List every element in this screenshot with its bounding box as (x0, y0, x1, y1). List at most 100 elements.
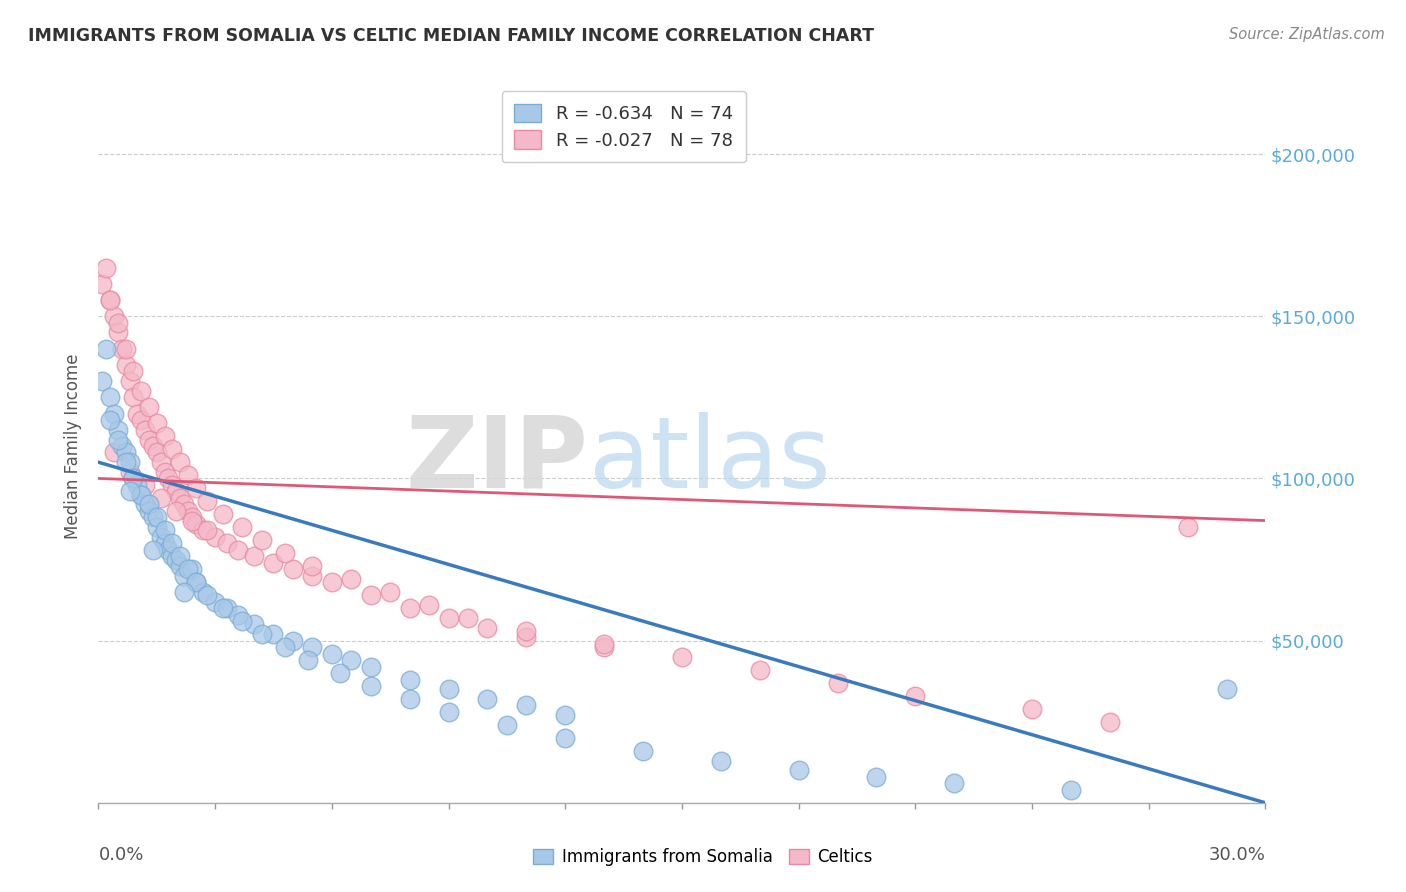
Point (243, 549, 266, 564)
Point (215, 601, 238, 615)
Point (177, 468, 200, 483)
Point (1098, 714, 1121, 729)
Point (360, 679, 382, 693)
Point (281, 562, 304, 576)
Point (231, 520, 253, 534)
Point (98, 413, 121, 427)
Legend: Immigrants from Somalia, Celtics: Immigrants from Somalia, Celtics (524, 840, 882, 875)
Point (943, 776, 966, 790)
Text: 0.0%: 0.0% (98, 846, 143, 863)
Point (142, 439, 165, 453)
Point (437, 682, 460, 697)
Point (380, 585, 402, 599)
Point (301, 640, 323, 654)
Point (114, 455, 136, 469)
Legend: R = -0.634   N = 74, R = -0.027   N = 78: R = -0.634 N = 74, R = -0.027 N = 78 (502, 91, 745, 162)
Point (418, 598, 440, 612)
Point (122, 471, 145, 485)
Point (114, 342, 136, 356)
Point (173, 568, 195, 582)
Text: atlas: atlas (589, 412, 830, 508)
Point (165, 484, 187, 499)
Point (398, 692, 420, 706)
Point (228, 607, 250, 622)
Point (153, 536, 176, 550)
Point (180, 514, 202, 528)
Point (865, 770, 887, 784)
Point (195, 588, 218, 602)
Point (1215, 682, 1237, 697)
Point (243, 617, 266, 632)
Point (215, 536, 238, 550)
Point (360, 588, 382, 602)
Point (631, 744, 654, 758)
Point (515, 698, 537, 713)
Point (162, 536, 184, 550)
Point (114, 445, 136, 459)
Point (477, 692, 499, 706)
Text: 30.0%: 30.0% (1209, 846, 1265, 863)
Point (748, 663, 770, 677)
Point (1060, 782, 1083, 797)
Point (149, 491, 172, 505)
Point (301, 568, 323, 582)
Point (169, 549, 191, 564)
Point (262, 627, 284, 641)
Point (496, 718, 519, 732)
Text: IMMIGRANTS FROM SOMALIA VS CELTIC MEDIAN FAMILY INCOME CORRELATION CHART: IMMIGRANTS FROM SOMALIA VS CELTIC MEDIAN… (28, 27, 875, 45)
Point (162, 478, 184, 492)
Point (398, 601, 420, 615)
Point (710, 754, 733, 768)
Point (107, 423, 129, 437)
Point (169, 491, 191, 505)
Point (184, 575, 207, 590)
Point (180, 562, 202, 576)
Point (212, 507, 235, 521)
Point (184, 516, 207, 531)
Point (157, 471, 180, 485)
Point (146, 417, 169, 431)
Point (138, 497, 160, 511)
Point (231, 614, 253, 628)
Point (122, 390, 145, 404)
Point (274, 640, 297, 654)
Point (457, 611, 479, 625)
Point (107, 433, 129, 447)
Point (114, 358, 136, 372)
Point (193, 585, 215, 599)
Point (107, 316, 129, 330)
Point (91, 374, 114, 388)
Point (103, 310, 125, 324)
Point (787, 764, 810, 778)
Point (177, 562, 200, 576)
Point (157, 542, 180, 557)
Point (184, 575, 207, 590)
Point (250, 533, 273, 547)
Point (153, 429, 176, 443)
Point (122, 364, 145, 378)
Point (146, 445, 169, 459)
Point (274, 546, 297, 560)
Point (129, 413, 152, 427)
Point (142, 542, 165, 557)
Point (96, 260, 118, 275)
Point (118, 374, 141, 388)
Point (146, 520, 169, 534)
Point (250, 627, 273, 641)
Point (173, 585, 195, 599)
Point (340, 572, 363, 586)
Point (127, 478, 149, 492)
Point (91, 277, 114, 291)
Point (360, 659, 382, 673)
Point (554, 708, 576, 723)
Point (138, 433, 160, 447)
Point (103, 445, 125, 459)
Point (281, 633, 304, 648)
Point (134, 423, 156, 437)
Point (111, 439, 134, 453)
Point (127, 407, 149, 421)
Point (149, 530, 172, 544)
Point (437, 705, 460, 719)
Point (103, 407, 125, 421)
Point (118, 465, 141, 479)
